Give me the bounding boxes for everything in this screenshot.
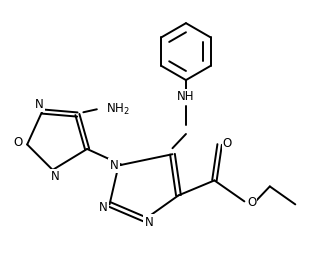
Text: N: N (110, 159, 119, 172)
Text: N: N (51, 170, 60, 183)
Text: N: N (35, 98, 44, 111)
Text: N: N (99, 201, 108, 214)
Text: O: O (247, 196, 256, 209)
Text: NH: NH (177, 90, 195, 103)
Text: NH$_2$: NH$_2$ (106, 102, 130, 117)
Text: N: N (145, 216, 154, 229)
Text: O: O (222, 137, 232, 150)
Text: O: O (14, 136, 23, 150)
